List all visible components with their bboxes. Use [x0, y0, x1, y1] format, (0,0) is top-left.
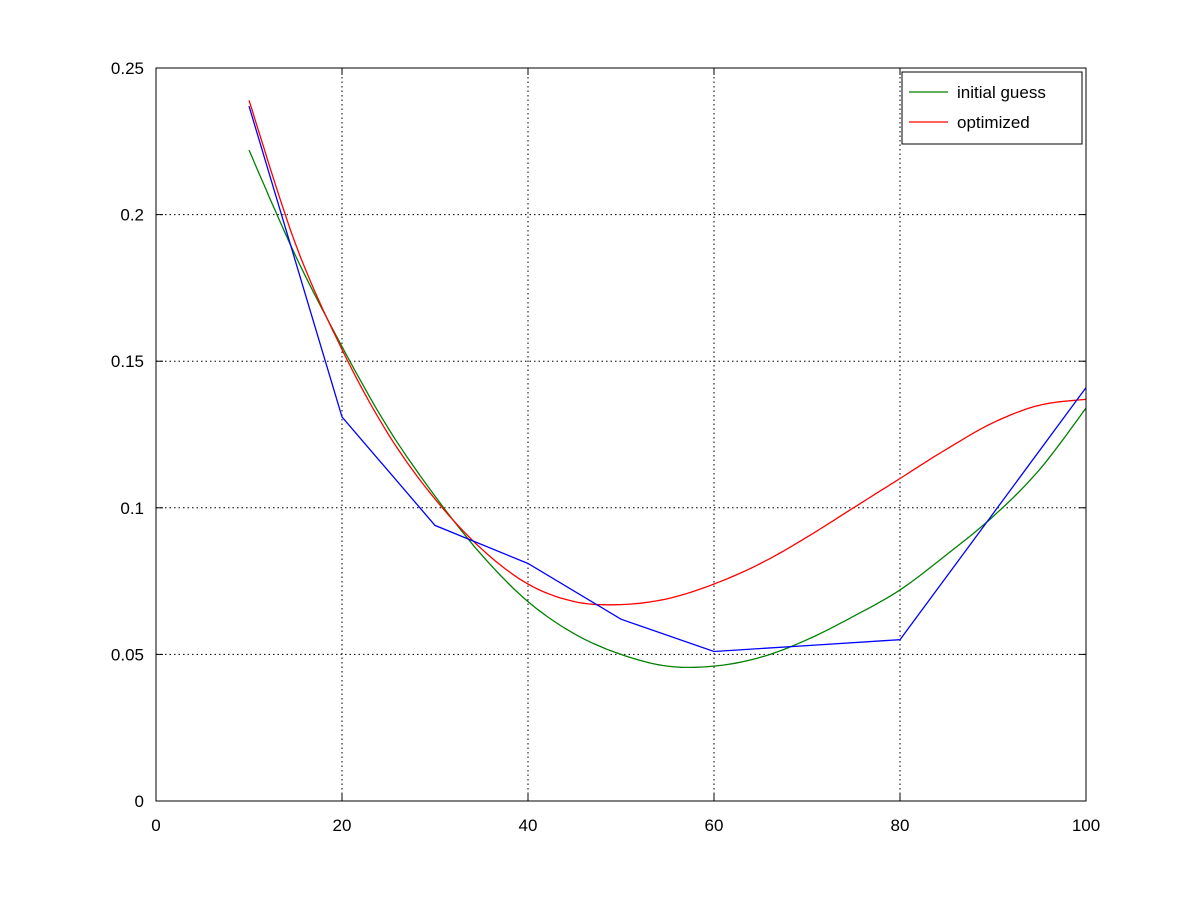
x-tick-label: 20: [333, 816, 352, 835]
y-tick-label: 0.25: [111, 59, 144, 78]
legend-label: initial guess: [957, 83, 1046, 102]
tick-labels: 0 20 40 60 80 100 0 0.05 0.1 0.15 0.2 0.25: [111, 59, 1100, 835]
series-line-0: [248, 149, 1087, 669]
x-tick-label: 40: [519, 816, 538, 835]
y-tick-label: 0.2: [120, 206, 144, 225]
series-group: [248, 100, 1087, 669]
y-tick-label: 0.15: [111, 352, 144, 371]
legend: initial guess optimized: [901, 71, 1083, 145]
ticks: [155, 67, 1087, 802]
x-tick-label: 60: [705, 816, 724, 835]
x-tick-label: 80: [891, 816, 910, 835]
axes-frame: [155, 67, 1087, 802]
x-tick-label: 100: [1072, 816, 1100, 835]
y-tick-label: 0: [135, 792, 144, 811]
y-tick-label: 0.1: [120, 499, 144, 518]
series-line-1: [248, 100, 1087, 606]
x-tick-label: 0: [151, 816, 160, 835]
legend-box: [901, 71, 1083, 145]
series-line-2: [248, 105, 1087, 653]
legend-label: optimized: [957, 113, 1030, 132]
y-tick-label: 0.05: [111, 645, 144, 664]
